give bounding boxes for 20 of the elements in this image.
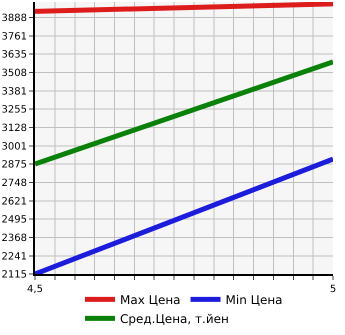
y-tick-label: 3255 xyxy=(2,104,27,116)
x-tick-label: 5 xyxy=(330,284,336,295)
y-tick-label: 3128 xyxy=(2,122,27,134)
legend-label: Min Цена xyxy=(226,293,283,308)
y-tick-label: 2621 xyxy=(2,196,27,208)
y-tick-label: 3001 xyxy=(2,141,27,152)
y-tick-label: 2241 xyxy=(2,251,27,262)
y-tick-label: 3888 xyxy=(2,12,27,24)
y-tick-label: 2748 xyxy=(2,178,27,189)
x-tick-label: 4,5 xyxy=(27,284,43,295)
y-tick-label: 3761 xyxy=(2,31,27,42)
y-tick-label: 2495 xyxy=(2,214,27,226)
y-tick-label: 2115 xyxy=(2,270,27,280)
y-tick-label: 3635 xyxy=(2,50,27,61)
y-tick-label: 2875 xyxy=(2,160,27,171)
y-tick-label: 2368 xyxy=(2,232,27,244)
y-tick-label: 3381 xyxy=(2,86,27,98)
y-tick-label: 3508 xyxy=(2,68,27,79)
legend-label: Max Цена xyxy=(120,293,181,308)
legend-label: Сред.Цена, т.йен xyxy=(120,312,229,326)
